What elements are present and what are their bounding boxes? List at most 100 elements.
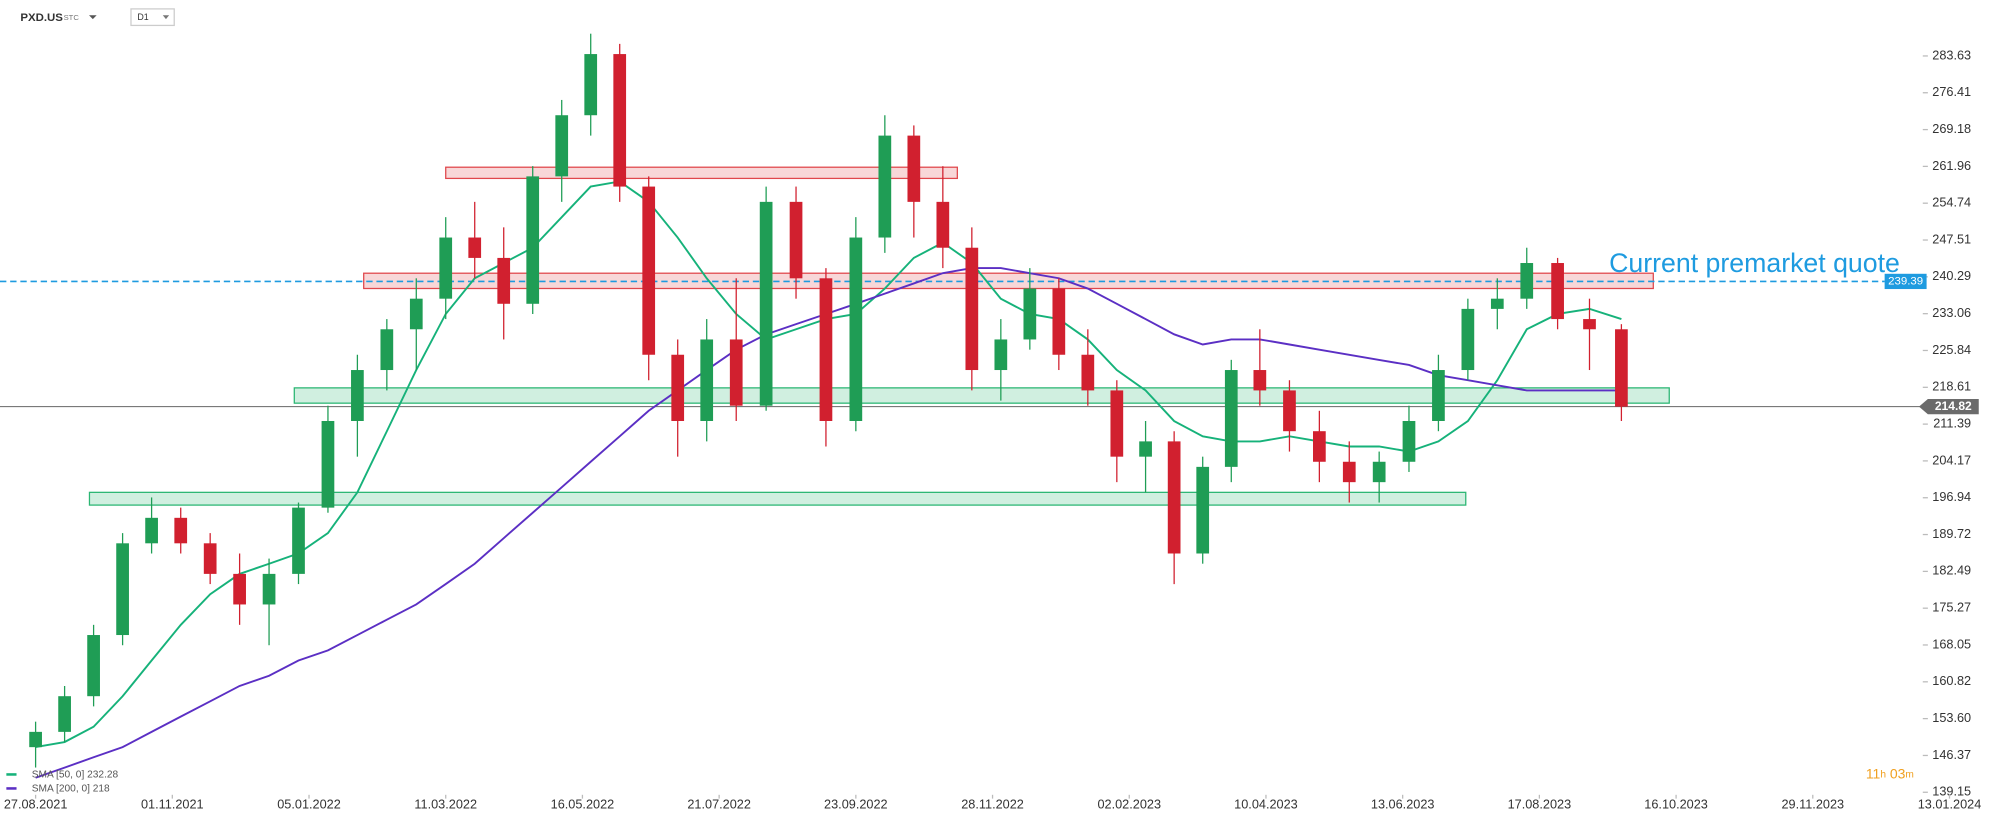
y-tick-label: 189.72 — [1932, 526, 1971, 541]
candle-body — [642, 186, 656, 355]
x-tick-label: 11.03.2022 — [414, 796, 477, 811]
y-tick-label: 225.84 — [1932, 342, 1971, 357]
x-tick-label: 17.08.2023 — [1508, 796, 1572, 811]
y-tick-label: 261.96 — [1932, 158, 1971, 173]
candle-body — [1432, 370, 1445, 421]
legend-name: SMA [50, 0] — [32, 769, 85, 780]
x-tick-label: 16.05.2022 — [551, 796, 615, 811]
y-tick-label: 146.37 — [1932, 747, 1971, 762]
y-tick-label: 196.94 — [1932, 489, 1971, 504]
candle-body — [613, 54, 627, 187]
candle-body — [174, 517, 188, 544]
candle-body — [965, 247, 979, 371]
candle-body — [849, 237, 863, 421]
y-tick-label: 153.60 — [1932, 710, 1971, 725]
candle-body — [497, 257, 511, 304]
countdown-part: 11 — [1866, 765, 1881, 781]
candle-body — [203, 543, 217, 574]
candle-body — [1196, 466, 1210, 554]
dropdown-arrow[interactable] — [89, 15, 97, 20]
candle-body — [1461, 308, 1475, 371]
candle-body — [1520, 263, 1534, 299]
candle-body — [351, 370, 364, 421]
x-tick-label: 27.08.2021 — [4, 796, 68, 811]
countdown: 11h 03m — [1866, 765, 1914, 781]
candle-body — [439, 237, 453, 299]
x-tick-label: 23.09.2022 — [824, 796, 888, 811]
candle-body — [1551, 263, 1564, 320]
candle-body — [759, 201, 773, 406]
symbol: PXD.US — [20, 12, 63, 24]
y-tick-label: 204.17 — [1932, 452, 1971, 467]
y-tick-label: 276.41 — [1932, 84, 1971, 99]
candle-body — [671, 354, 685, 421]
zone — [293, 387, 1670, 404]
candle-body — [1342, 461, 1356, 483]
x-tick-label: 28.11.2022 — [961, 796, 1024, 811]
candle-body — [145, 517, 158, 544]
legend-value: 218 — [93, 783, 110, 794]
x-tick-label: 13.01.2024 — [1918, 796, 1982, 811]
y-tick-label: 168.05 — [1932, 636, 1971, 651]
x-tick-label: 21.07.2022 — [687, 796, 751, 811]
x-tick-label: 16.10.2023 — [1644, 796, 1708, 811]
x-tick-label: 01.11.2021 — [141, 796, 204, 811]
y-tick-label: 182.49 — [1932, 563, 1971, 578]
candle-body — [29, 731, 42, 748]
candle-body — [380, 329, 394, 371]
candle-body — [87, 635, 100, 697]
last-price-tag — [1918, 398, 1979, 415]
candle-body — [584, 54, 598, 116]
y-tick-label: 240.29 — [1932, 268, 1971, 283]
candle-body — [1402, 420, 1416, 462]
legend-name: SMA [200, 0] — [32, 783, 90, 794]
x-tick-label: 02.02.2023 — [1097, 796, 1161, 811]
countdown-part: h — [1880, 769, 1886, 780]
y-tick-label: 254.74 — [1932, 195, 1971, 210]
candle-body — [1139, 441, 1152, 457]
candle-body — [819, 278, 833, 421]
legend-label: SMA [200, 0] 218 — [32, 783, 110, 794]
y-tick-label: 247.51 — [1932, 231, 1971, 246]
candle-body — [1490, 298, 1504, 309]
y-tick-label: 233.06 — [1932, 305, 1971, 320]
candle-body — [936, 201, 950, 248]
candle-body — [321, 420, 335, 508]
candle-body — [409, 298, 423, 330]
x-tick-label: 29.11.2023 — [1781, 796, 1844, 811]
countdown-part: 03 — [1890, 765, 1906, 781]
candle-body — [1167, 441, 1181, 554]
candle-body — [1313, 431, 1326, 462]
last-price: 214.82 — [1935, 399, 1972, 413]
candle-body — [1583, 319, 1596, 330]
candle-body — [1283, 390, 1296, 432]
y-tick-label: 160.82 — [1932, 673, 1971, 688]
interval: D1 — [137, 12, 148, 22]
legend-label: SMA [50, 0] 232.28 — [32, 769, 119, 780]
y-tick-label: 283.63 — [1932, 47, 1971, 62]
x-tick-label: 13.06.2023 — [1371, 796, 1435, 811]
candle-body — [1253, 370, 1267, 391]
dropdown-arrow — [162, 15, 170, 20]
y-tick-label: 139.15 — [1932, 784, 1971, 799]
candle-body — [907, 135, 921, 202]
annotation: Current premarket quote — [1609, 248, 1900, 278]
market: STC — [64, 13, 80, 22]
candle-body — [729, 339, 743, 406]
candle-body — [994, 339, 1008, 371]
y-tick-label: 218.61 — [1932, 379, 1971, 394]
interval-select[interactable] — [130, 8, 175, 27]
zone — [445, 166, 958, 180]
candle-body — [1081, 354, 1095, 391]
candle-body — [878, 135, 892, 238]
candle-body — [700, 339, 714, 421]
countdown-part: m — [1905, 769, 1913, 780]
x-tick-label: 10.04.2023 — [1234, 796, 1298, 811]
candle-body — [116, 543, 129, 636]
candle-body — [1372, 461, 1386, 483]
premarket-tag — [1884, 273, 1927, 290]
candle-body — [292, 507, 305, 574]
candle-body — [555, 115, 569, 177]
